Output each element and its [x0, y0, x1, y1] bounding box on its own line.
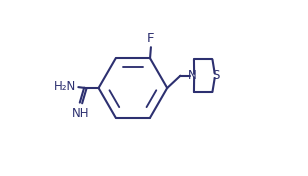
Text: S: S: [213, 69, 220, 82]
Text: NH: NH: [72, 107, 90, 120]
Text: N: N: [188, 69, 196, 82]
Text: H₂N: H₂N: [54, 80, 77, 93]
Text: F: F: [147, 32, 155, 45]
